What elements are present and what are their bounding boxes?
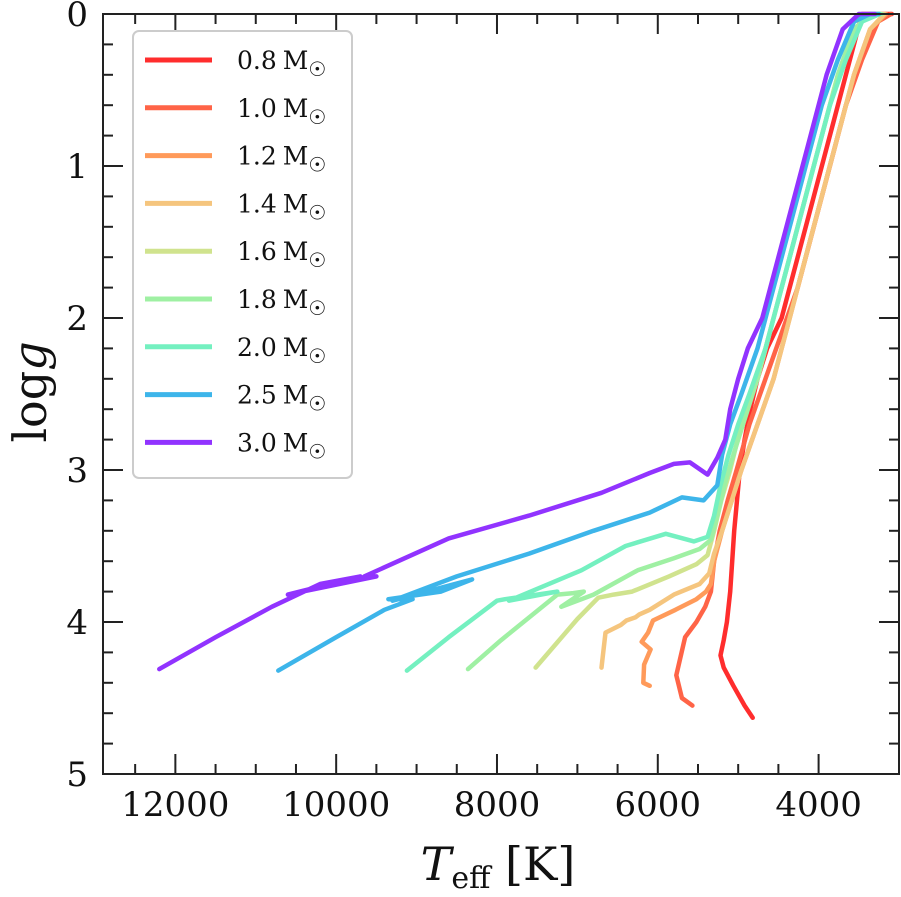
legend-label-7: 2.5 M☉	[237, 381, 326, 416]
legend-label-number: 0.8	[237, 46, 277, 75]
legend-label-unit: M	[283, 428, 309, 457]
legend-label-number: 2.5	[237, 381, 277, 410]
legend-label-unit: M	[283, 142, 309, 171]
legend-label-sun-symbol: ☉	[308, 105, 326, 129]
legend-label-unit: M	[283, 94, 309, 123]
legend-label-number: 2.0	[237, 333, 277, 362]
legend-label-0: 0.8 M☉	[237, 46, 326, 81]
legend-label-number: 1.6	[237, 237, 277, 266]
y-tick-label: 0	[66, 0, 88, 35]
legend-label-4: 1.6 M☉	[237, 237, 326, 272]
series-line-3	[599, 11, 887, 670]
y-tick-label: 2	[66, 299, 88, 339]
legend-label-sun-symbol: ☉	[308, 153, 326, 177]
legend-label-2: 1.2 M☉	[237, 142, 326, 177]
series-line-1	[674, 11, 894, 708]
series-layer	[157, 11, 895, 721]
plot-frame	[102, 13, 900, 775]
legend-label-unit: M	[283, 189, 309, 218]
series-line-8	[157, 11, 878, 672]
legend-label-unit: M	[283, 237, 309, 266]
legend-label-number: 3.0	[237, 428, 277, 457]
legend-label-unit: M	[283, 381, 309, 410]
y-tick-label: 5	[66, 755, 88, 795]
legend-label-sun-symbol: ☉	[308, 248, 326, 272]
legend-label-sun-symbol: ☉	[308, 200, 326, 224]
x-tick-label: 12000	[121, 785, 229, 825]
legend-items: 0.8 M☉1.0 M☉1.2 M☉1.4 M☉1.6 M☉1.8 M☉2.0 M☉2.5 M☉…	[145, 46, 326, 463]
x-axis-label-unit: [K]	[490, 837, 575, 891]
y-tick-label: 4	[66, 603, 88, 643]
axis-ticks: 12000 10000 8000 6000 4000 0 1 2 3 4 5	[66, 0, 899, 825]
y-axis-label-var: g	[3, 341, 57, 370]
legend-label-number: 1.2	[237, 142, 277, 171]
legend-label-6: 2.0 M☉	[237, 333, 326, 368]
x-axis-label-main: T	[421, 837, 455, 891]
x-tick-label: 6000	[615, 785, 702, 825]
legend-label-unit: M	[283, 333, 309, 362]
legend: 0.8 M☉1.0 M☉1.2 M☉1.4 M☉1.6 M☉1.8 M☉2.0 M☉2.5 M☉…	[132, 30, 353, 479]
legend-label-1: 1.0 M☉	[237, 94, 326, 129]
x-tick-label: 10000	[282, 785, 390, 825]
x-axis-label-sub: eff	[451, 861, 493, 896]
legend-label-sun-symbol: ☉	[308, 57, 326, 81]
legend-label-number: 1.8	[237, 285, 277, 314]
y-axis-label: logg	[3, 341, 57, 442]
series-line-7	[276, 11, 882, 673]
legend-label-unit: M	[283, 46, 309, 75]
legend-label-3: 1.4 M☉	[237, 189, 326, 224]
y-tick-label: 3	[66, 451, 88, 491]
legend-label-number: 1.4	[237, 189, 277, 218]
legend-label-8: 3.0 M☉	[237, 428, 326, 463]
legend-label-5: 1.8 M☉	[237, 285, 326, 320]
legend-label-unit: M	[283, 285, 309, 314]
legend-label-sun-symbol: ☉	[308, 344, 326, 368]
y-tick-label: 1	[66, 147, 88, 187]
legend-label-number: 1.0	[237, 94, 277, 123]
series-line-6	[404, 11, 882, 673]
legend-box	[132, 30, 353, 479]
x-tick-label: 8000	[454, 785, 541, 825]
legend-label-sun-symbol: ☉	[308, 296, 326, 320]
x-axis-label: Teff [K]	[421, 837, 576, 896]
legend-label-sun-symbol: ☉	[308, 392, 326, 416]
series-line-0	[718, 11, 895, 721]
legend-label-sun-symbol: ☉	[308, 439, 326, 463]
x-tick-label: 4000	[775, 785, 862, 825]
y-axis-label-main: log	[3, 371, 57, 443]
